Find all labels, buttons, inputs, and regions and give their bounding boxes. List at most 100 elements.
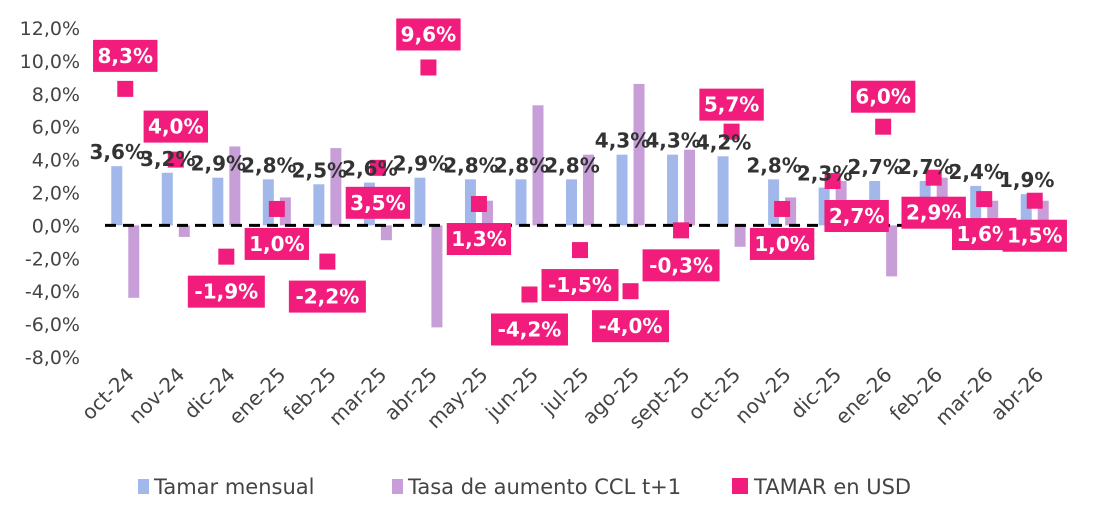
bar-tamar-mensual bbox=[566, 179, 577, 226]
marker-tamar-usd bbox=[976, 191, 993, 208]
label-tamar-usd: 1,0% bbox=[249, 232, 304, 256]
label-tamar-usd: -1,5% bbox=[548, 273, 612, 297]
y-tick-label: -2,0% bbox=[25, 248, 80, 270]
marker-tamar-usd bbox=[622, 283, 639, 300]
label-box-tamar-usd bbox=[396, 18, 461, 51]
bar-tasa-aumento-ccl bbox=[583, 154, 594, 226]
y-tick-label: -8,0% bbox=[25, 347, 80, 369]
bar-tasa-aumento-ccl bbox=[128, 225, 140, 298]
bar-tamar-mensual bbox=[414, 177, 426, 226]
legend-label: Tasa de aumento CCL t+1 bbox=[407, 475, 681, 499]
label-box-tamar-usd bbox=[592, 310, 670, 343]
label-tamar-usd: -4,0% bbox=[599, 314, 663, 338]
label-tamar-mensual: 2,9% bbox=[191, 152, 246, 176]
bar-tasa-aumento-ccl bbox=[532, 105, 544, 226]
label-tamar-mensual: 2,3% bbox=[797, 162, 852, 186]
label-box-tamar-usd bbox=[850, 80, 916, 113]
label-tamar-mensual: 2,8% bbox=[443, 153, 498, 177]
bar-tamar-mensual bbox=[818, 187, 830, 226]
label-tamar-mensual: 2,7% bbox=[847, 155, 902, 179]
bar-tamar-mensual bbox=[262, 179, 274, 226]
x-tick-label: mar-25 bbox=[324, 363, 391, 430]
bar-tamar-mensual bbox=[464, 179, 476, 226]
x-tick-label: abr-26 bbox=[986, 363, 1049, 426]
marker-tamar-usd bbox=[167, 151, 184, 168]
marker-tamar-usd bbox=[268, 200, 285, 217]
label-box-tamar-usd bbox=[699, 88, 764, 121]
marker-tamar-usd bbox=[875, 118, 892, 135]
bar-tasa-aumento-ccl bbox=[987, 200, 999, 226]
bar-tasa-aumento-ccl bbox=[229, 146, 241, 226]
bar-tasa-aumento-ccl bbox=[886, 225, 898, 277]
label-tamar-mensual: 2,8% bbox=[494, 153, 549, 177]
label-tamar-usd: 3,5% bbox=[350, 191, 405, 215]
label-tamar-usd: 2,7% bbox=[829, 204, 884, 228]
marker-tamar-usd bbox=[572, 242, 588, 259]
x-tick-label: ene-25 bbox=[224, 363, 290, 429]
bar-tamar-mensual bbox=[515, 179, 527, 226]
label-tamar-mensual: 2,6% bbox=[342, 157, 397, 181]
y-tick-label: -4,0% bbox=[25, 281, 80, 303]
data-labels: 3,6%3,2%2,9%2,8%2,5%2,6%2,9%2,8%2,8%2,8%… bbox=[90, 18, 1067, 346]
legend-label: TAMAR en USD bbox=[753, 475, 911, 499]
bar-tamar-mensual bbox=[161, 172, 173, 226]
label-tamar-usd: -1,9% bbox=[194, 280, 258, 304]
x-axis: oct-24nov-24dic-24ene-25feb-25mar-25abr-… bbox=[77, 363, 1049, 434]
label-box-tamar-usd bbox=[824, 199, 889, 232]
bar-tasa-aumento-ccl bbox=[1037, 200, 1049, 226]
bar-tasa-aumento-ccl bbox=[330, 148, 342, 226]
y-tick-label: 10,0% bbox=[20, 51, 80, 73]
y-tick-label: 12,0% bbox=[20, 18, 80, 40]
legend-swatch bbox=[138, 479, 149, 494]
label-tamar-usd: -0,3% bbox=[649, 253, 713, 277]
legend: Tamar mensual Tasa de aumento CCL t+1 TAMA… bbox=[138, 475, 911, 499]
marker-tamar-usd bbox=[369, 159, 386, 176]
marker-tamar-usd bbox=[319, 253, 336, 270]
bar-tasa-aumento-ccl bbox=[178, 225, 190, 237]
bar-tamar-mensual bbox=[111, 166, 123, 226]
y-tick-label: 8,0% bbox=[32, 84, 80, 106]
bar-tamar-mensual bbox=[313, 184, 325, 226]
legend-swatch bbox=[392, 479, 403, 494]
label-tamar-mensual: 2,4% bbox=[948, 160, 1003, 184]
label-tamar-mensual: 2,8% bbox=[241, 153, 296, 177]
label-tamar-mensual: 1,9% bbox=[999, 168, 1054, 192]
label-box-tamar-usd bbox=[446, 223, 512, 256]
label-tamar-usd: 1,0% bbox=[754, 232, 809, 256]
label-tamar-mensual: 2,7% bbox=[898, 155, 953, 179]
y-tick-label: 4,0% bbox=[32, 150, 80, 172]
x-tick-label: jun-25 bbox=[480, 363, 543, 426]
bar-tasa-aumento-ccl bbox=[380, 225, 392, 241]
y-axis: 12,0% 10,0% 8,0% 6,0% 4,0% 2,0% 0,0% -2,0% -4,0%… bbox=[20, 18, 80, 369]
bar-tamar-mensual bbox=[970, 185, 982, 226]
label-tamar-usd: 6,0% bbox=[855, 85, 910, 109]
label-box-tamar-usd bbox=[244, 227, 310, 260]
bar-tamar-mensual bbox=[717, 156, 729, 226]
label-tamar-mensual: 3,2% bbox=[140, 147, 195, 171]
marker-tamar-usd bbox=[218, 248, 235, 265]
marker-tamar-usd bbox=[774, 200, 791, 217]
bar-tamar-mensual bbox=[616, 154, 628, 226]
bar-tamar-mensual bbox=[1020, 194, 1032, 226]
label-tamar-mensual: 4,3% bbox=[595, 129, 650, 153]
marker-tamar-usd bbox=[673, 222, 690, 239]
label-box-tamar-usd bbox=[345, 186, 411, 219]
label-box-tamar-usd bbox=[187, 275, 265, 308]
y-tick-label: 2,0% bbox=[32, 183, 80, 205]
bar-tamar-mensual bbox=[212, 177, 224, 226]
label-tamar-usd: 5,7% bbox=[704, 93, 759, 117]
bar-tasa-aumento-ccl bbox=[684, 149, 696, 226]
label-box-tamar-usd bbox=[749, 227, 815, 260]
label-tamar-mensual: 4,2% bbox=[696, 130, 751, 154]
legend-label: Tamar mensual bbox=[153, 475, 315, 499]
label-tamar-mensual: 2,8% bbox=[544, 153, 599, 177]
series-tamar-usd bbox=[117, 59, 1043, 303]
label-box-tamar-usd bbox=[490, 313, 568, 346]
x-tick-label: ene-26 bbox=[830, 363, 896, 429]
legend-swatch bbox=[732, 478, 748, 494]
label-tamar-usd: 9,6% bbox=[401, 22, 456, 46]
label-tamar-mensual: 4,3% bbox=[645, 129, 700, 153]
y-tick-label: 0,0% bbox=[32, 215, 80, 237]
label-box-tamar-usd bbox=[1002, 219, 1067, 252]
